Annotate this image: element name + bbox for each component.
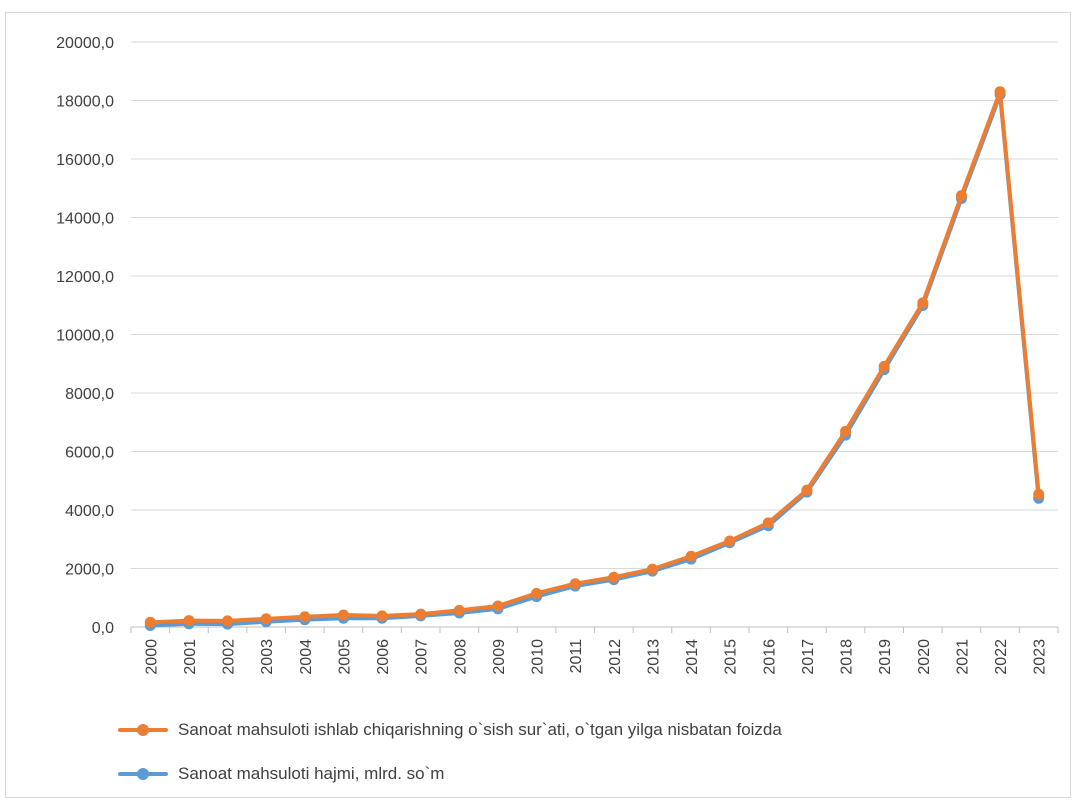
x-tick-label: 2013	[645, 639, 662, 675]
x-tick-label: 2009	[491, 639, 508, 675]
x-tick-label: 2003	[259, 639, 276, 675]
y-tick-label: 6000,0	[65, 445, 114, 462]
series-line	[148, 92, 1041, 628]
series-blue	[144, 89, 1045, 632]
data-point	[299, 611, 311, 623]
x-tick-label: 2022	[993, 639, 1010, 675]
x-tick-label: 2004	[298, 639, 315, 675]
data-point	[955, 190, 967, 202]
y-tick-label: 4000,0	[65, 503, 114, 520]
data-point	[646, 563, 658, 575]
y-tick-label: 18000,0	[56, 94, 114, 111]
legend-swatch-orange	[118, 720, 168, 740]
data-point	[569, 578, 581, 590]
x-tick-label: 2005	[336, 639, 353, 675]
x-tick-label: 2014	[684, 639, 701, 675]
x-tick-label: 2011	[568, 639, 585, 674]
data-point	[415, 608, 427, 620]
data-point	[762, 517, 774, 529]
x-tick-label: 2000	[143, 639, 160, 675]
data-point	[878, 360, 890, 372]
y-tick-label: 0,0	[92, 620, 114, 637]
x-tick-label: 2012	[607, 639, 624, 675]
data-point	[144, 616, 156, 628]
data-point	[801, 484, 813, 496]
line-chart: 0,0 2000,0 4000,0 6000,0 8000,0 10000,0 12000,…	[56, 35, 1059, 675]
x-tick-label: 2008	[452, 639, 469, 675]
data-point	[840, 425, 852, 437]
chart-frame: 0,0 2000,0 4000,0 6000,0 8000,0 10000,0 12000,…	[5, 12, 1071, 798]
x-tick-label: 2023	[1032, 639, 1049, 675]
x-tick-label: 2016	[761, 639, 778, 675]
series-lines	[144, 86, 1045, 632]
series-orange	[144, 86, 1045, 628]
x-tick-label: 2002	[221, 639, 238, 675]
x-tick-label: 2007	[414, 639, 431, 675]
x-axis-tick-labels: 2000 2001 2002 2003 2004 2005 2006 2007 2008 2009…	[143, 639, 1048, 675]
x-tick-label: 2019	[877, 639, 894, 675]
data-point	[183, 615, 195, 627]
legend-label-orange: Sanoat mahsuloti ishlab chiqarishning o`…	[178, 720, 782, 739]
legend-item-blue: Sanoat mahsuloti hajmi, mlrd. so`m	[118, 764, 444, 784]
x-tick-label: 2017	[800, 639, 817, 675]
data-point	[1033, 488, 1045, 500]
y-tick-label: 20000,0	[56, 35, 114, 52]
data-point	[994, 86, 1006, 98]
data-point	[222, 615, 234, 627]
y-tick-label: 16000,0	[56, 152, 114, 169]
legend-label-blue: Sanoat mahsuloti hajmi, mlrd. so`m	[178, 764, 445, 783]
x-tick-label: 2006	[375, 639, 392, 675]
data-point	[376, 610, 388, 622]
y-tick-label: 14000,0	[56, 211, 114, 228]
x-tick-label: 2015	[723, 639, 740, 675]
data-point	[685, 550, 697, 562]
y-axis-tick-labels: 0,0 2000,0 4000,0 6000,0 8000,0 10000,0 12000,…	[56, 35, 114, 637]
data-point	[337, 609, 349, 621]
gridlines	[131, 41, 1058, 569]
x-tick-label: 2020	[916, 639, 933, 675]
data-point	[608, 571, 620, 583]
x-tick-label: 2010	[530, 639, 547, 675]
x-tick-label: 2001	[182, 639, 199, 675]
data-point	[531, 587, 543, 599]
x-tick-label: 2021	[954, 639, 971, 675]
x-tick-label: 2018	[839, 639, 856, 675]
data-point	[724, 535, 736, 547]
data-point	[260, 613, 272, 625]
series-line	[148, 89, 1041, 625]
legend-swatch-blue	[118, 764, 168, 784]
y-tick-label: 8000,0	[65, 386, 114, 403]
legend-item-orange: Sanoat mahsuloti ishlab chiqarishning o`…	[118, 720, 782, 740]
x-axis-line	[130, 626, 1059, 633]
y-tick-label: 2000,0	[65, 562, 114, 579]
data-point	[453, 604, 465, 616]
y-tick-label: 12000,0	[56, 269, 114, 286]
y-tick-label: 10000,0	[56, 328, 114, 345]
data-point	[492, 600, 504, 612]
data-point	[917, 297, 929, 309]
